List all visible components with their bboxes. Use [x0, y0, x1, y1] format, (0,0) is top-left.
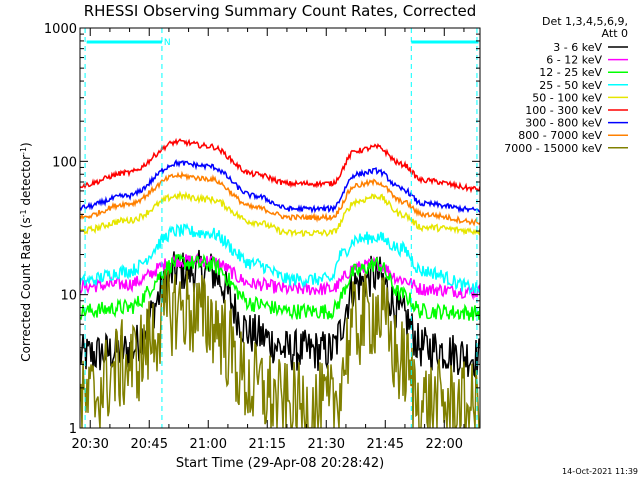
- legend-label: 100 - 300 keV: [525, 104, 602, 117]
- legend-label: 300 - 800 keV: [525, 117, 602, 130]
- x-tick-label: 21:30: [308, 437, 345, 452]
- series-line: [80, 170, 480, 227]
- legend-header: Att 0: [602, 27, 628, 40]
- x-tick-label: 21:00: [190, 437, 227, 452]
- series-line: [80, 137, 480, 194]
- x-axis-label: Start Time (29-Apr-08 20:28:42): [176, 456, 384, 471]
- y-tick-label: 10: [60, 289, 77, 304]
- series-line: [80, 270, 480, 428]
- y-tick-label: 100: [52, 155, 77, 170]
- footer-timestamp: 14-Oct-2021 11:39: [562, 467, 638, 476]
- chart-title: RHESSI Observing Summary Count Rates, Co…: [84, 2, 477, 20]
- legend-label: 12 - 25 keV: [539, 66, 602, 79]
- x-tick-label: 20:45: [131, 437, 168, 452]
- plot-area: N: [80, 28, 480, 428]
- y-axis-label: Corrected Count Rate (s-1 detector-1): [19, 142, 34, 361]
- axes: 1 10 100 1000 20:30 20:45 21:00 21:15 21:30 21:45…: [44, 22, 480, 452]
- y-tick-label: 1: [69, 422, 77, 437]
- plot-frame: [79, 27, 481, 429]
- legend-label: 800 - 7000 keV: [518, 129, 602, 142]
- series-line: [80, 159, 480, 214]
- y-tick-label: 1000: [44, 22, 77, 37]
- legend-label: 50 - 100 keV: [532, 91, 602, 104]
- x-tick-label: 22:00: [426, 437, 463, 452]
- legend-header: Det 1,3,4,5,6,9,: [542, 15, 628, 28]
- series-line: [80, 253, 480, 321]
- legend-label: 6 - 12 keV: [546, 54, 602, 67]
- x-tick-label: 20:30: [71, 437, 108, 452]
- x-tick-label: 21:45: [367, 437, 404, 452]
- legend-label: 25 - 50 keV: [539, 79, 602, 92]
- series-line: [80, 190, 480, 238]
- series-line: [80, 222, 480, 296]
- night-label: N: [164, 38, 171, 48]
- series-line: [80, 253, 480, 301]
- x-tick-label: 21:15: [249, 437, 286, 452]
- legend-label: 7000 - 15000 keV: [504, 142, 602, 155]
- legend-label: 3 - 6 keV: [553, 41, 602, 54]
